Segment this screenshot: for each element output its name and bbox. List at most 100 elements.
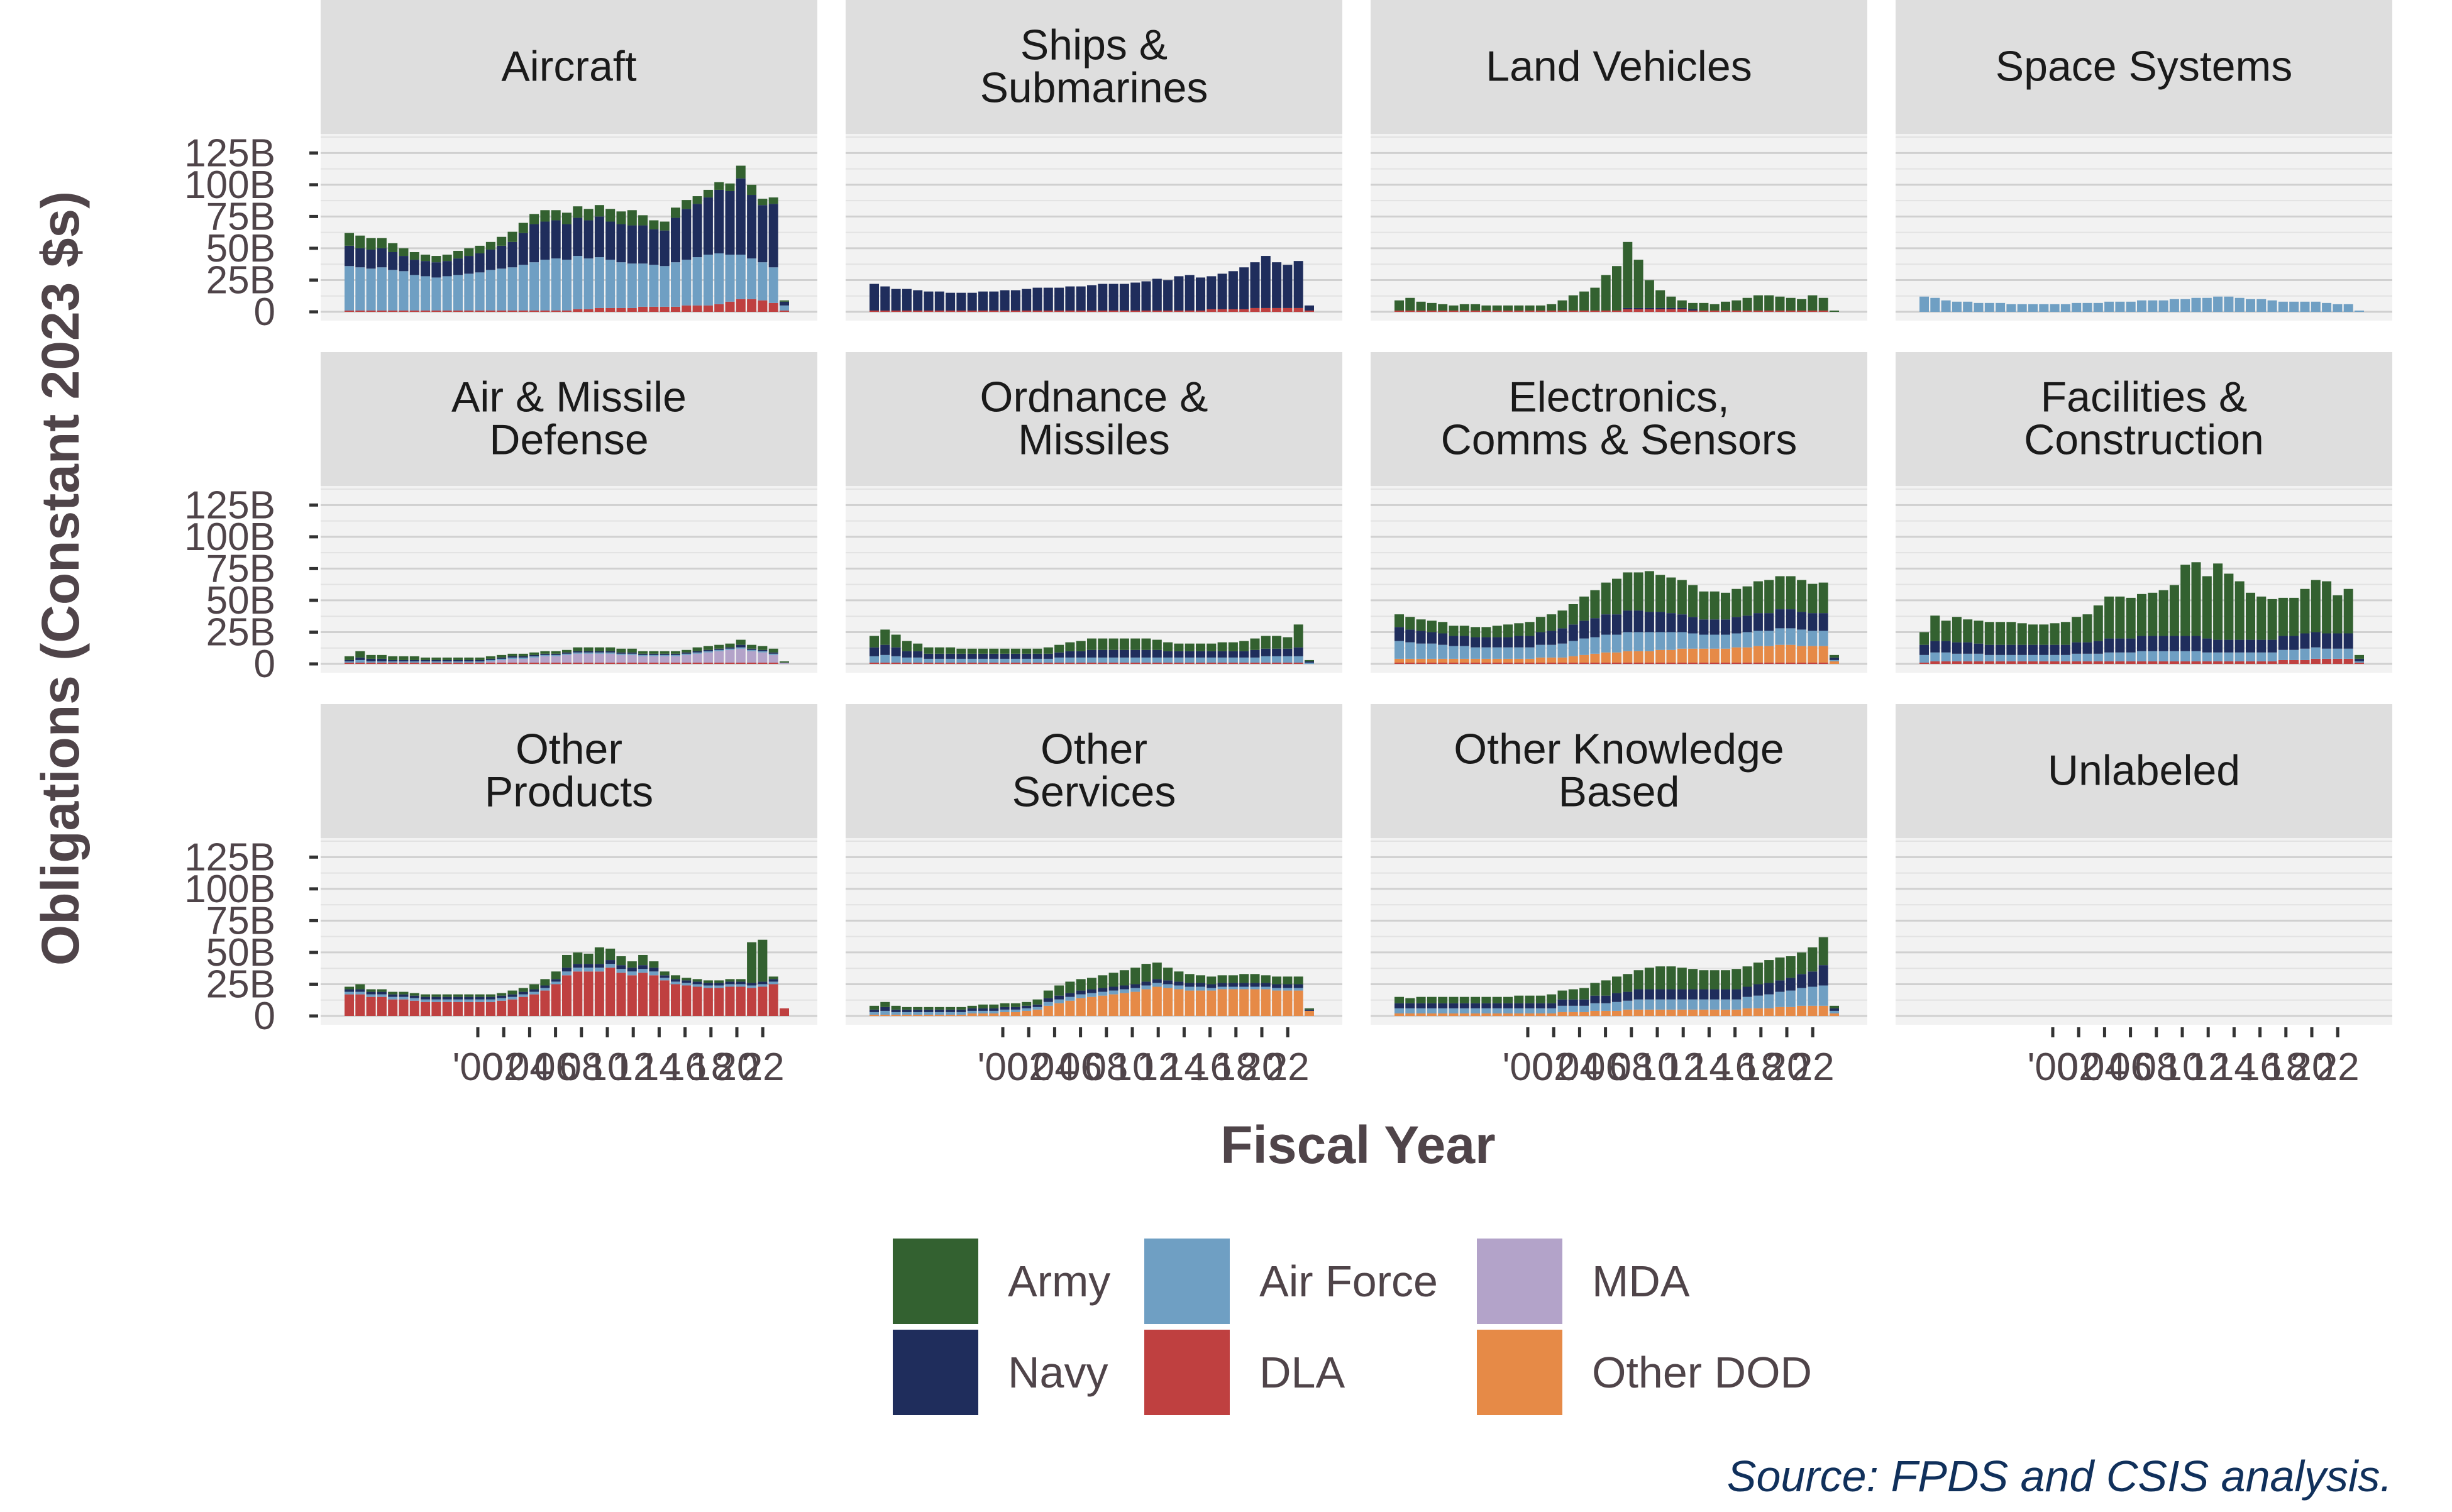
bar-segment: [464, 273, 474, 311]
bar-segment: [605, 964, 616, 968]
bar-segment: [1065, 662, 1075, 664]
bar-segment: [1709, 989, 1720, 1000]
bar-segment: [529, 994, 539, 1016]
bar-segment: [399, 310, 409, 312]
bar-segment: [1261, 307, 1271, 312]
bar-segment: [1753, 310, 1763, 312]
bar-segment: [1293, 662, 1303, 664]
bar-segment: [1786, 1007, 1796, 1016]
bar-segment: [2289, 301, 2299, 312]
bar-segment: [1535, 310, 1545, 312]
bar-segment: [518, 991, 528, 995]
bar-segment: [1283, 656, 1293, 663]
bar-segment: [1207, 662, 1217, 664]
bar-segment: [2311, 632, 2321, 648]
bar-segment: [2355, 661, 2364, 663]
bar-segment: [1416, 619, 1426, 631]
bar-segment: [703, 980, 713, 983]
bar-segment: [1514, 1013, 1524, 1016]
bar-segment: [671, 653, 680, 655]
bar-segment: [605, 662, 616, 664]
bar-segment: [1449, 626, 1459, 636]
bar-segment: [682, 980, 692, 983]
bar-segment: [366, 996, 376, 1016]
bar-segment: [616, 973, 626, 1016]
bar-segment: [924, 291, 934, 311]
bar-segment: [616, 653, 626, 655]
bar-segment: [1283, 984, 1293, 988]
bar-segment: [1119, 284, 1129, 311]
bar-segment: [1207, 651, 1217, 658]
facet-strip: [1896, 352, 2392, 486]
bar-segment: [1633, 989, 1643, 1000]
bar-segment: [1633, 610, 1643, 632]
bar-segment: [902, 657, 912, 663]
bar-segment: [507, 241, 517, 268]
bar-segment: [747, 942, 757, 983]
bar-segment: [1054, 287, 1064, 311]
bar-segment: [1108, 662, 1118, 664]
bar-segment: [1449, 305, 1459, 311]
bar-segment: [1185, 310, 1195, 312]
bar-segment: [1108, 973, 1118, 987]
bar-segment: [1535, 305, 1545, 311]
bar-segment: [573, 256, 583, 309]
bar-segment: [1010, 1003, 1020, 1007]
bar-segment: [1525, 1008, 1535, 1013]
bar-segment: [692, 653, 702, 663]
bar-segment: [1228, 975, 1238, 983]
bar-segment: [540, 990, 550, 1016]
bar-segment: [1633, 999, 1643, 1010]
bar-segment: [399, 659, 409, 661]
bar-segment: [1098, 975, 1108, 988]
bar-segment: [1152, 963, 1162, 979]
bar-segment: [638, 215, 648, 226]
bar-segment: [518, 658, 528, 663]
facet-title: Ordnance & Missiles: [980, 373, 1208, 464]
bar-segment: [1261, 986, 1271, 990]
bar-segment: [924, 662, 934, 664]
bar-segment: [551, 984, 561, 1016]
bar-segment: [1098, 649, 1108, 658]
y-tick-label: 0: [254, 643, 275, 686]
bar-segment: [345, 659, 354, 661]
bar-segment: [1481, 996, 1491, 1003]
bar-segment: [529, 262, 539, 311]
x-tick-label: '00: [1503, 1046, 1554, 1089]
bar-segment: [2278, 597, 2288, 636]
bar-segment: [747, 648, 757, 650]
bar-segment: [540, 654, 550, 656]
bar-segment: [989, 662, 999, 664]
bar-segment: [1952, 617, 1962, 643]
bar-segment: [1416, 1008, 1426, 1013]
bar-segment: [1394, 662, 1404, 664]
facet-strip: [321, 0, 817, 134]
y-tick-label: 25B: [206, 258, 275, 302]
bar-segment: [431, 277, 441, 311]
bar-segment: [780, 300, 789, 302]
bar-segment: [1261, 983, 1271, 987]
bar-segment: [562, 653, 572, 655]
bar-segment: [1459, 1008, 1469, 1013]
bar-segment: [2039, 624, 2049, 645]
bar-segment: [1808, 1005, 1818, 1016]
bar-segment: [475, 661, 485, 663]
bar-group: [1394, 937, 1839, 1016]
bar-segment: [747, 299, 757, 312]
bar-segment: [1043, 653, 1053, 659]
bar-segment: [1557, 310, 1567, 312]
bar-segment: [1952, 653, 1962, 661]
bar-segment: [1666, 613, 1676, 632]
bar-segment: [671, 984, 680, 1016]
bar-group: [1919, 562, 2364, 664]
bar-segment: [692, 652, 702, 654]
bar-segment: [1963, 653, 1973, 661]
bar-segment: [1568, 310, 1578, 312]
bar-segment: [1459, 1003, 1469, 1008]
bar-segment: [1623, 1009, 1633, 1016]
bar-segment: [1065, 996, 1075, 1001]
bar-segment: [366, 991, 376, 995]
bar-segment: [1217, 642, 1227, 651]
bar-segment: [409, 310, 419, 312]
